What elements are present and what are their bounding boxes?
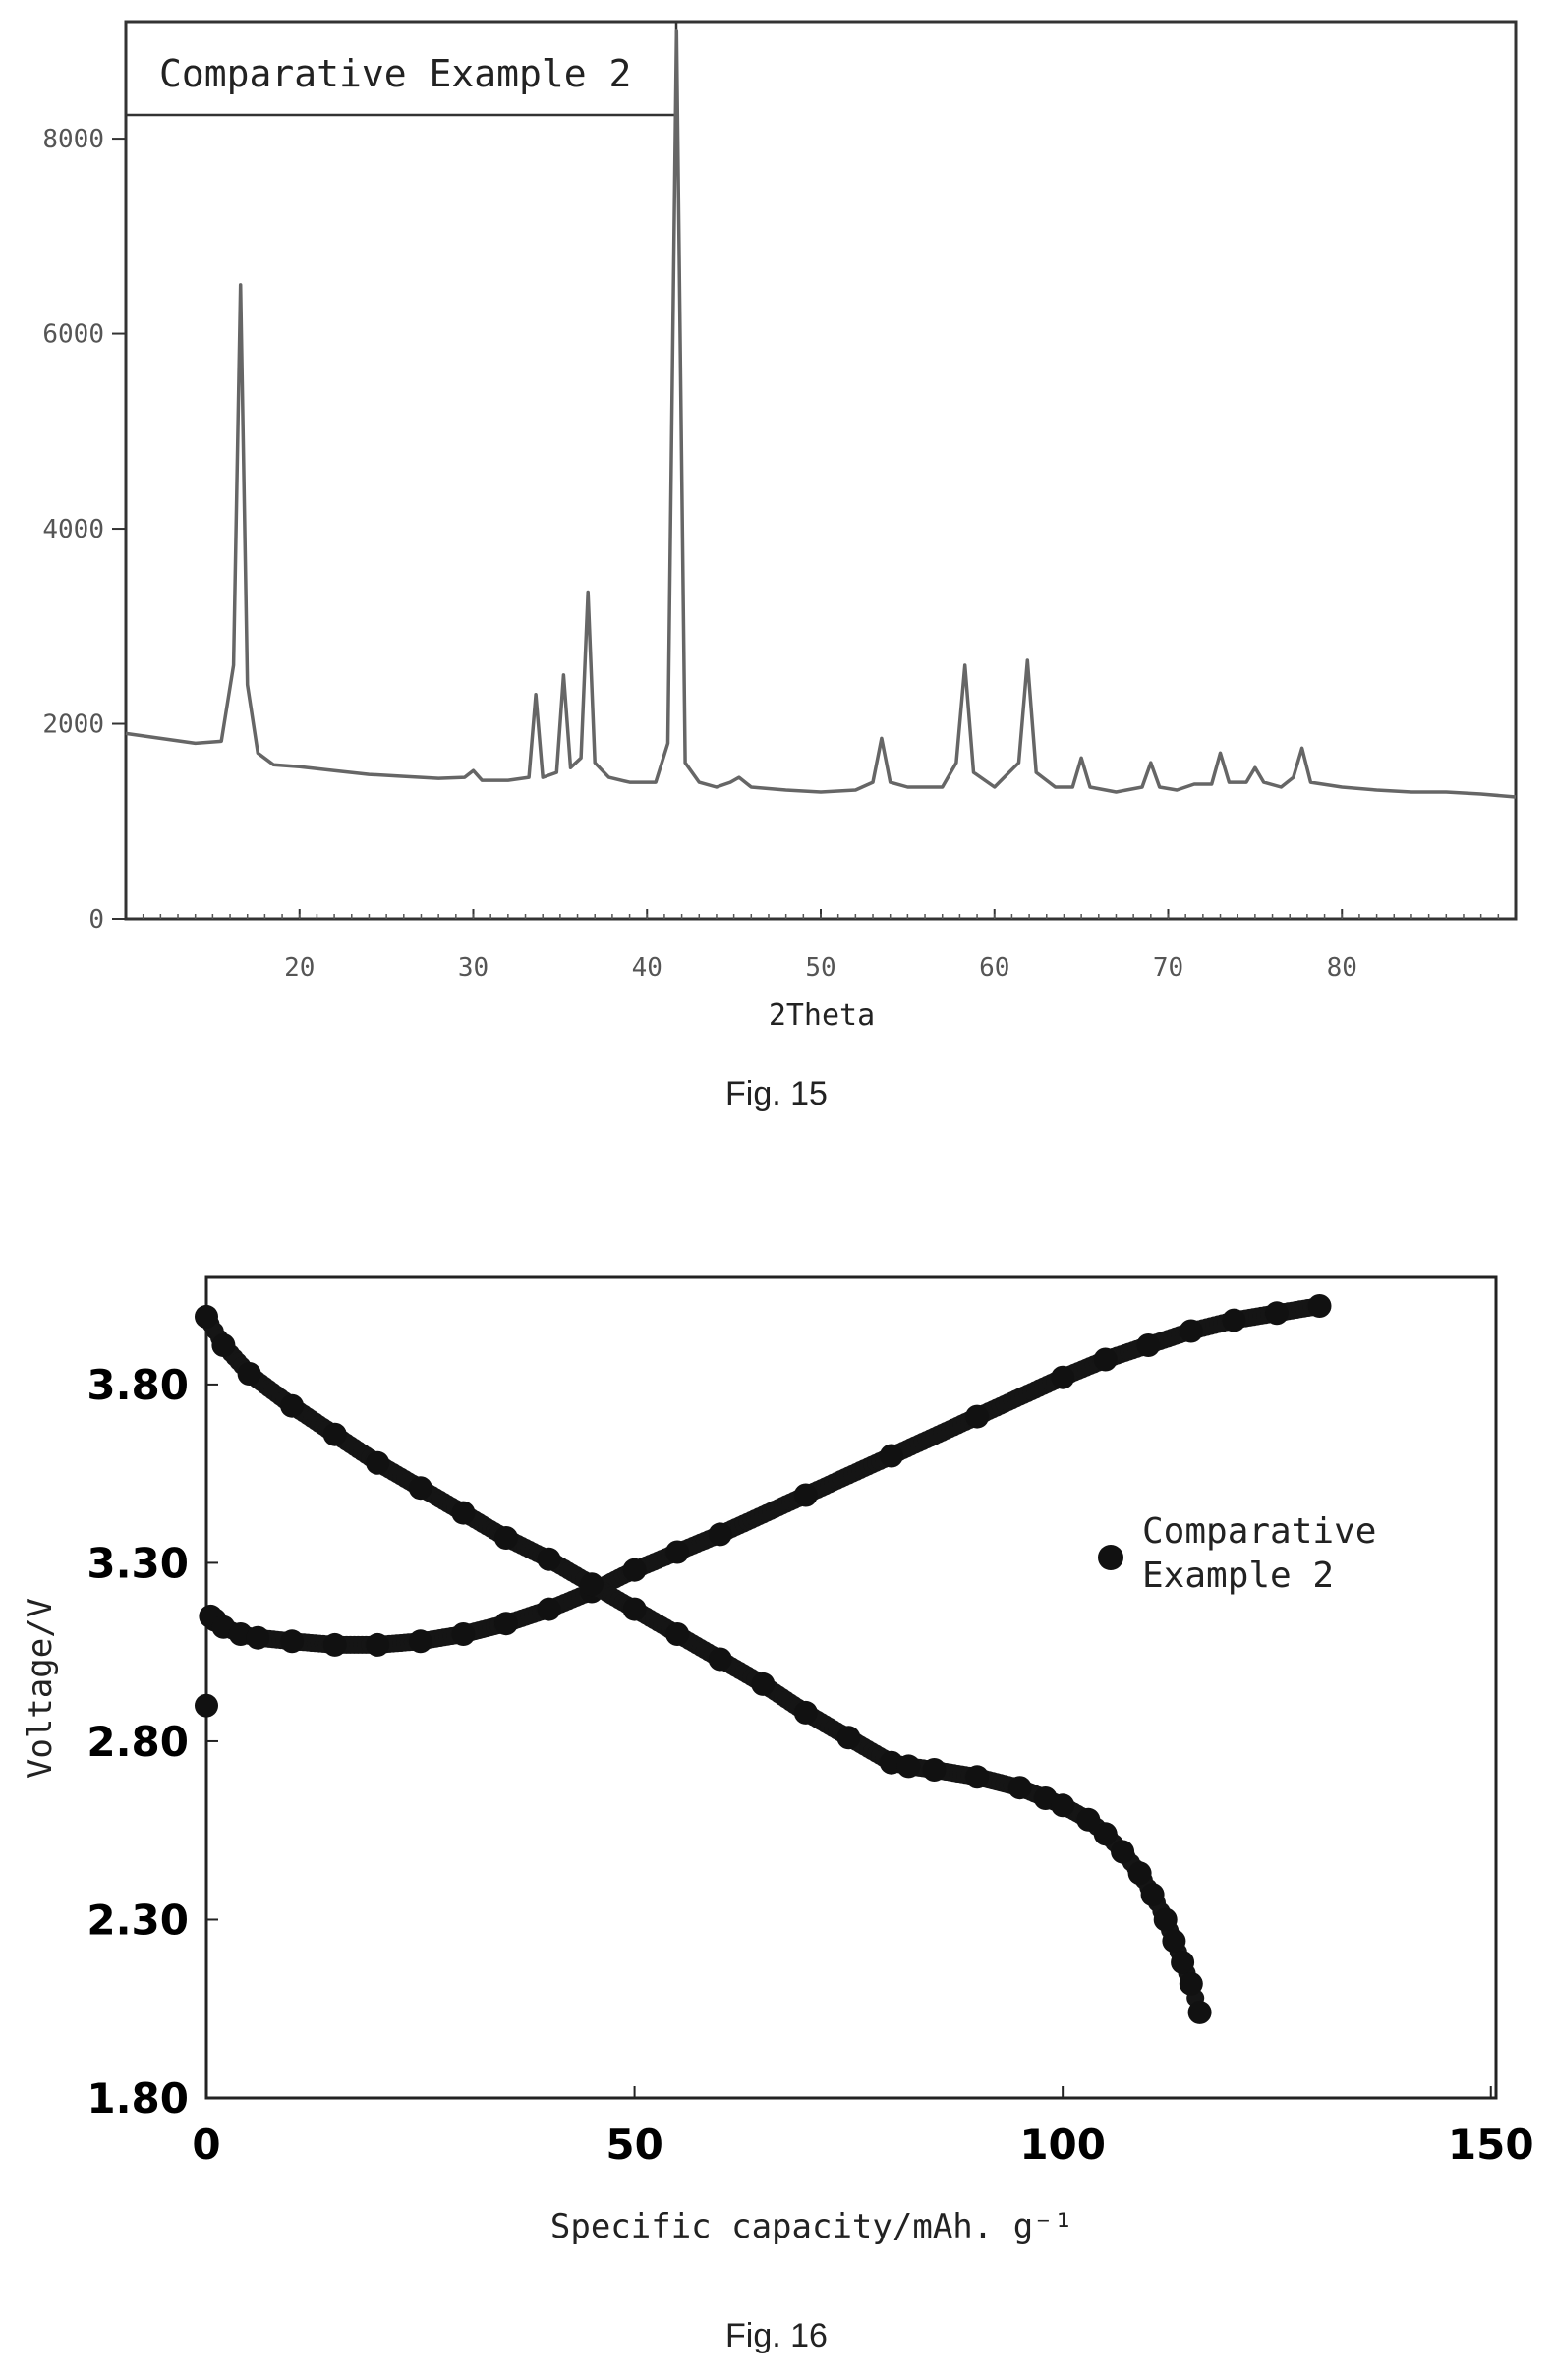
fig16-y-axis-label: Voltage/V <box>21 1598 60 1779</box>
fig16-discharge-keypoint <box>622 1597 647 1621</box>
fig16-legend-marker <box>1098 1545 1123 1570</box>
fig16-charge-keypoint <box>322 1632 347 1657</box>
fig16-charge-keypoint <box>408 1629 432 1654</box>
fig16-plot-frame <box>204 1275 1498 2100</box>
fig16-charge-keypoint <box>1093 1347 1118 1372</box>
fig16-x-tick-label: 100 <box>1019 2121 1106 2169</box>
fig16-charge-keypoint <box>366 1632 390 1657</box>
fig16-charge-keypoint <box>1051 1365 1075 1389</box>
fig16-discharge-keypoint <box>1153 1907 1178 1932</box>
fig16-legend-entry-line2: Example 2 <box>1142 1556 1334 1596</box>
fig16-discharge-keypoint <box>322 1422 347 1446</box>
fig15-x-tick-label: 70 <box>1153 953 1183 983</box>
fig16-discharge-keypoint <box>836 1726 861 1750</box>
fig16-charge-keypoint <box>1307 1294 1332 1318</box>
fig16-discharge-keypoint <box>237 1362 261 1386</box>
fig16-discharge-keypoint <box>965 1765 990 1789</box>
fig16-discharge-keypoint <box>537 1547 561 1571</box>
fig16-x-tick-label: 0 <box>192 2121 220 2169</box>
fig16-charge-keypoint <box>622 1558 647 1582</box>
fig16-y-axis: 1.80 2.30 2.80 3.30 3.80 <box>86 1361 218 2123</box>
fig16-chart: 0 50 100 150 1.80 2.30 2.80 3.30 3.80 Specific … <box>21 1275 1534 2246</box>
fig16-caption: Fig. 16 <box>725 2317 828 2354</box>
fig16-discharge-keypoint <box>751 1672 776 1696</box>
fig16-charge-keypoint <box>195 1693 218 1718</box>
fig16-discharge-keypoint <box>1162 1929 1186 1954</box>
fig15-plot-frame <box>124 20 1518 921</box>
fig16-y-tick-label: 1.80 <box>86 2074 189 2123</box>
fig15-x-tick-label: 30 <box>458 953 489 983</box>
fig16-discharge-keypoint <box>1076 1807 1101 1832</box>
fig15-caption: Fig. 15 <box>725 1075 828 1112</box>
fig16-y-tick-label: 2.80 <box>86 1718 189 1766</box>
fig16-legend: Comparative Example 2 <box>1098 1511 1376 1596</box>
fig15-y-tick-label: 2000 <box>42 710 104 740</box>
fig15-x-tick-label: 60 <box>979 953 1009 983</box>
fig15-x-axis-label: 2Theta <box>769 998 875 1033</box>
fig16-charge-keypoint <box>246 1625 270 1650</box>
fig16-charge-keypoint <box>879 1444 903 1468</box>
fig15-x-tick-label: 50 <box>805 953 835 983</box>
fig16-discharge-keypoint <box>793 1700 818 1725</box>
fig16-charge-keypoint <box>493 1612 518 1636</box>
fig16-discharge-keypoint <box>1093 1822 1118 1846</box>
fig16-discharge-keypoint <box>195 1304 218 1329</box>
fig16-discharge-keypoint <box>1187 2000 1212 2024</box>
fig15-x-tick-label: 20 <box>284 953 315 983</box>
fig16-data-points <box>195 1294 1332 2024</box>
fig16-charge-keypoint <box>537 1597 561 1621</box>
fig16-y-tick-label: 2.30 <box>86 1896 189 1944</box>
fig16-legend-entry-line1: Comparative <box>1142 1511 1376 1552</box>
fig16-discharge-keypoint <box>665 1622 690 1646</box>
fig15-y-tick-label: 6000 <box>42 320 104 350</box>
fig16-discharge-keypoint <box>708 1647 732 1672</box>
fig16-y-tick-label: 3.80 <box>86 1361 189 1409</box>
fig15-chart: Comparative Example 2 20 30 40 50 60 70 80 0 20… <box>42 20 1518 1033</box>
fig16-charge-keypoint <box>1265 1301 1289 1326</box>
fig15-x-axis: 20 30 40 50 60 70 80 <box>142 909 1500 983</box>
fig16-y-tick-label: 3.30 <box>86 1539 189 1587</box>
fig16-charge-keypoint <box>1179 1319 1203 1343</box>
fig16-discharge-keypoint <box>580 1572 604 1597</box>
fig16-charge-keypoint <box>965 1404 990 1429</box>
fig16-x-tick-label: 50 <box>605 2121 662 2169</box>
fig16-charge-keypoint <box>665 1540 690 1564</box>
fig16-discharge-keypoint <box>896 1754 921 1779</box>
fig16-x-axis-label: Specific capacity/mAh. g⁻¹ <box>550 2207 1073 2246</box>
fig16-discharge-keypoint <box>1171 1951 1195 1974</box>
fig16-discharge-keypoint <box>366 1450 390 1475</box>
fig16-x-tick-label: 150 <box>1448 2121 1534 2169</box>
fig15-x-tick-label: 40 <box>632 953 662 983</box>
fig16-discharge-keypoint <box>408 1476 432 1501</box>
fig16-discharge-keypoint <box>280 1393 305 1418</box>
fig15-series-line <box>125 29 1517 799</box>
fig15-y-axis: 0 2000 4000 6000 8000 <box>42 125 126 935</box>
fig16-discharge-keypoint <box>1140 1883 1165 1907</box>
fig16-discharge-keypoint <box>451 1501 476 1525</box>
fig16-charge-keypoint <box>1136 1333 1161 1357</box>
fig16-discharge-keypoint <box>1127 1861 1152 1886</box>
fig16-charge-keypoint <box>708 1522 732 1547</box>
fig16-discharge-keypoint <box>1111 1840 1135 1864</box>
fig16-discharge-keypoint <box>1179 1971 1203 1996</box>
fig16-charge-keypoint <box>280 1629 305 1654</box>
fig16-charge-keypoint <box>1222 1308 1246 1332</box>
fig16-discharge-keypoint <box>211 1333 236 1357</box>
fig16-discharge-keypoint <box>1007 1776 1032 1800</box>
fig16-discharge-keypoint <box>493 1526 518 1550</box>
fig15-y-tick-label: 0 <box>88 905 104 935</box>
fig16-charge-keypoint <box>793 1483 818 1507</box>
fig16-discharge-keypoint <box>1051 1793 1075 1818</box>
fig15-y-tick-label: 8000 <box>42 125 104 154</box>
fig16-discharge-keypoint <box>922 1758 947 1782</box>
fig15-annotation: Comparative Example 2 <box>159 52 631 95</box>
fig16-x-axis: 0 50 100 150 <box>192 2086 1534 2169</box>
fig16-charge-keypoint <box>451 1622 476 1646</box>
fig15-x-tick-label: 80 <box>1327 953 1357 983</box>
fig15-y-tick-label: 4000 <box>42 515 104 544</box>
